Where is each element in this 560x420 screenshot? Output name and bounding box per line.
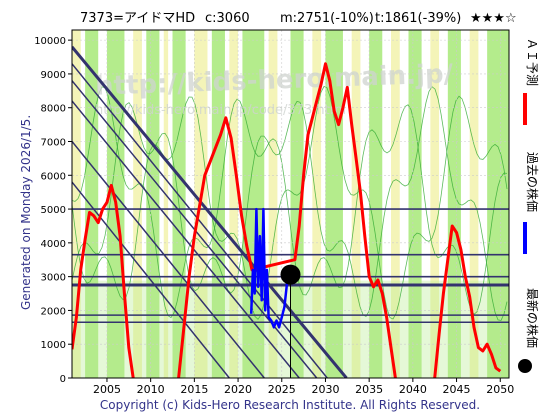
header-code-name: 7373=アイドマHD — [80, 11, 195, 26]
background-band — [229, 30, 239, 378]
legend-item-history: 過去の株価 — [523, 152, 540, 254]
background-band — [369, 30, 383, 378]
y-tick-label: 2000 — [41, 306, 66, 317]
latest-price-point — [280, 264, 301, 285]
legend-label-latest: 最新の株価 — [525, 288, 540, 348]
header-rating-stars: ★★★☆ — [470, 11, 517, 26]
trend-line — [72, 45, 348, 378]
legend-label-history: 過去の株価 — [525, 152, 540, 212]
series-prediction-line — [72, 62, 502, 378]
background-band — [408, 30, 422, 378]
y-tick-label: 7000 — [41, 137, 66, 148]
background-band — [163, 30, 169, 378]
indicator-line — [72, 85, 508, 320]
background-band — [325, 30, 343, 378]
background-band — [268, 30, 278, 378]
y-tick-label: 6000 — [41, 171, 66, 182]
x-tick-label: 2005 — [93, 383, 121, 396]
copyright-footer: Copyright (c) Kids-Hero Research Institu… — [100, 398, 480, 412]
legend-swatch-prediction — [523, 93, 527, 125]
x-tick-label: 2035 — [355, 383, 383, 396]
trend-line — [72, 100, 300, 378]
legend-item-prediction: ＡＩ予測 — [523, 38, 539, 125]
y-tick-label: 4000 — [41, 239, 66, 250]
y-tick-label: 1000 — [41, 340, 66, 351]
y-tick-label: 8000 — [41, 104, 66, 115]
y-tick-label: 0 — [60, 374, 66, 385]
x-axis: 2005 2010 2015 2020 2025 2030 2035 2040 2045 2050 — [93, 378, 514, 396]
plot-frame — [71, 29, 510, 379]
legend: ＡＩ予測 過去の株価 最新の株価 — [518, 38, 540, 373]
x-tick-label: 2030 — [311, 383, 339, 396]
x-tick-label: 2025 — [268, 383, 296, 396]
header-target-price: t:1861(-39%) — [375, 11, 461, 26]
legend-swatch-history — [523, 222, 527, 254]
x-tick-label: 2040 — [399, 383, 427, 396]
background-band — [242, 30, 265, 378]
background-band — [391, 30, 400, 378]
header-mean-price: m:2751(-10%) — [280, 11, 374, 26]
trend-line — [72, 141, 265, 378]
trend-line — [72, 63, 328, 378]
header-current-price: c:3060 — [205, 11, 250, 26]
y-tick-label: 10000 — [34, 36, 66, 47]
legend-item-latest: 最新の株価 — [518, 288, 540, 373]
y-tick-label: 9000 — [41, 70, 66, 81]
background-band — [487, 30, 509, 378]
x-tick-label: 2010 — [137, 383, 165, 396]
y-tick-label: 3000 — [41, 273, 66, 284]
generated-date-label: Generated on Monday 2026/1/5. — [19, 115, 33, 310]
x-tick-label: 2020 — [224, 383, 252, 396]
x-tick-label: 2050 — [486, 383, 514, 396]
background-band — [72, 30, 81, 378]
x-tick-label: 2045 — [443, 383, 471, 396]
background-band — [430, 30, 440, 378]
trend-line — [72, 181, 230, 378]
background-band — [447, 30, 461, 378]
data-series — [72, 62, 502, 378]
latest-price-marker — [280, 264, 301, 378]
background-band — [290, 30, 304, 378]
background-band — [146, 30, 160, 378]
background-band — [469, 30, 479, 378]
background-band — [133, 30, 142, 378]
background-band — [85, 30, 99, 378]
indicator-line — [72, 86, 508, 321]
legend-label-prediction: ＡＩ予測 — [525, 38, 539, 86]
legend-swatch-latest — [518, 359, 532, 373]
series-history-line — [249, 207, 292, 329]
watermark-url-code: http://kids-hero.main.jp/code/373.html — [95, 103, 346, 118]
y-tick-label: 5000 — [41, 205, 66, 216]
x-tick-label: 2015 — [180, 383, 208, 396]
y-axis: 0 1000 2000 3000 4000 5000 6000 7000 8000 9000 100… — [34, 36, 72, 385]
